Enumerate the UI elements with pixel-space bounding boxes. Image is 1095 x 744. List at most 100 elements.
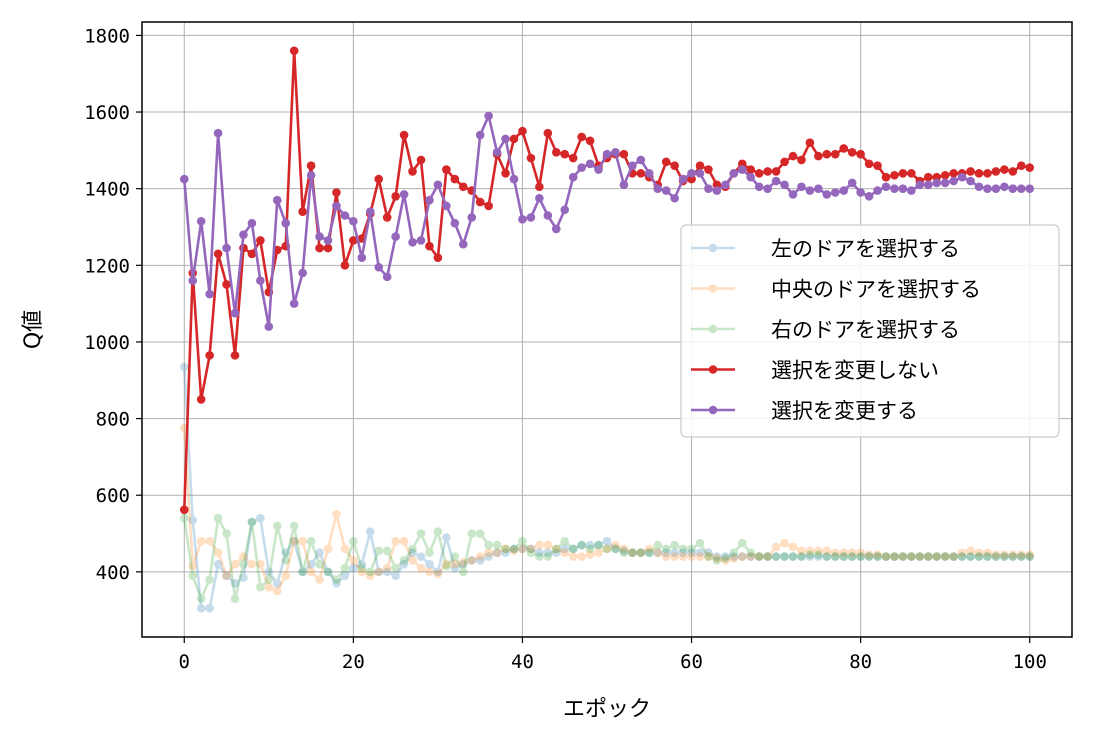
data-point (213, 128, 223, 138)
data-point (332, 201, 341, 211)
data-point (628, 548, 637, 558)
data-point (661, 157, 671, 167)
legend-box (680, 224, 1060, 438)
data-point (687, 548, 696, 558)
data-point (704, 552, 713, 561)
data-point (213, 548, 223, 558)
data-point (467, 529, 477, 538)
series-4 (179, 111, 1035, 331)
data-point (915, 552, 925, 561)
data-point (188, 561, 198, 571)
data-point (382, 213, 392, 222)
data-point (746, 548, 756, 558)
data-point (399, 536, 409, 546)
data-point (188, 276, 198, 285)
data-point (484, 540, 493, 550)
data-point (712, 186, 722, 195)
data-point (636, 169, 646, 178)
data-point (526, 544, 536, 554)
data-point (518, 536, 527, 546)
series-line (182, 428, 1030, 593)
data-point (289, 521, 299, 531)
legend-swatch (691, 365, 735, 374)
data-point (416, 155, 426, 165)
data-point (949, 552, 958, 561)
data-point (940, 178, 950, 188)
data-point (754, 552, 764, 561)
data-point (619, 149, 629, 159)
data-point (560, 548, 570, 558)
data-point (839, 186, 849, 195)
data-point (230, 308, 240, 318)
series-0 (179, 362, 1035, 613)
data-point (695, 538, 705, 548)
data-point (289, 536, 299, 546)
data-point (509, 544, 519, 554)
x-tick-label: 20 (342, 651, 365, 673)
data-point (281, 218, 291, 228)
data-point (907, 169, 916, 178)
data-point (535, 548, 544, 558)
y-tick-label: 1600 (84, 102, 130, 124)
data-point (678, 174, 688, 184)
x-tick-label: 60 (680, 651, 703, 673)
data-point (196, 395, 206, 404)
data-point (932, 552, 942, 561)
legend-label: 選択を変更しない (771, 359, 939, 383)
data-point (898, 184, 908, 193)
data-point (712, 554, 722, 563)
data-point (881, 552, 891, 561)
data-point (450, 552, 460, 561)
data-point (179, 174, 189, 184)
data-point (712, 552, 722, 561)
data-point (644, 548, 654, 558)
data-point (315, 243, 324, 253)
data-point (983, 184, 992, 193)
legend-item: 選択を変更しない (691, 359, 939, 383)
data-point (974, 169, 984, 178)
data-point (1008, 550, 1018, 559)
data-point (974, 548, 984, 558)
data-point (323, 567, 333, 577)
data-point (543, 548, 553, 558)
data-point (839, 552, 849, 561)
data-point (509, 546, 519, 556)
data-point (594, 548, 603, 558)
data-point (442, 533, 451, 542)
data-point (771, 167, 781, 176)
data-point (780, 538, 789, 548)
data-point (433, 253, 443, 262)
data-point (450, 218, 460, 228)
data-point (1016, 550, 1026, 559)
data-point (323, 567, 333, 577)
data-point (754, 552, 764, 561)
data-point (923, 552, 933, 561)
data-point (289, 299, 299, 308)
data-point (205, 603, 214, 613)
data-point (442, 559, 451, 569)
data-point (323, 544, 333, 554)
data-point (298, 567, 307, 577)
data-point (746, 552, 756, 561)
data-point (196, 536, 206, 546)
data-point (408, 167, 417, 176)
data-point (585, 540, 595, 550)
legend-swatch (691, 405, 735, 415)
plot-series (179, 46, 1035, 613)
data-point (873, 552, 882, 561)
data-point (830, 548, 840, 558)
data-point (746, 165, 756, 174)
data-point (890, 170, 899, 180)
data-point (839, 144, 849, 153)
data-point (1008, 552, 1018, 561)
data-point (349, 536, 358, 546)
data-point (535, 182, 544, 192)
data-point (425, 567, 434, 577)
data-point (560, 536, 570, 546)
data-point (957, 552, 967, 561)
data-point (272, 586, 282, 596)
data-point (704, 548, 713, 558)
data-point (577, 132, 586, 142)
data-point (670, 193, 679, 203)
y-tick-label: 1200 (84, 255, 130, 277)
